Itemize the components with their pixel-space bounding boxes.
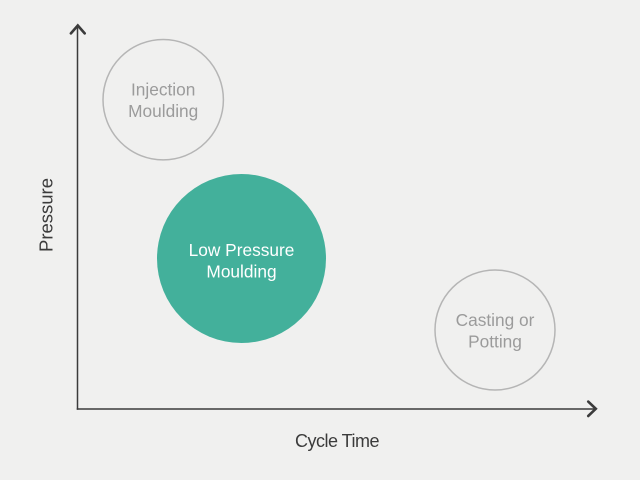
svg-text:Casting or: Casting or — [456, 310, 535, 330]
svg-text:Cycle Time: Cycle Time — [295, 431, 380, 451]
svg-text:Pressure: Pressure — [36, 178, 57, 252]
svg-text:Potting: Potting — [468, 332, 522, 352]
svg-text:Moulding: Moulding — [128, 101, 198, 121]
svg-text:Low Pressure: Low Pressure — [189, 240, 295, 260]
svg-text:Injection: Injection — [131, 79, 195, 99]
svg-text:Moulding: Moulding — [206, 262, 276, 282]
